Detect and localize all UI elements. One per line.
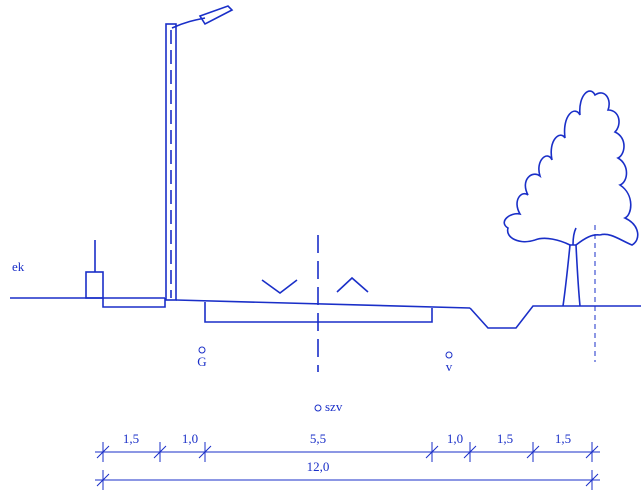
slope-left (261, 279, 298, 294)
dimension-total: 12,0 (307, 459, 330, 474)
dimension-label: 1,0 (447, 431, 463, 446)
ditch (469, 305, 641, 329)
dimension-label: 1,5 (123, 431, 139, 446)
lamp-arm (171, 17, 206, 29)
box (85, 271, 104, 299)
drawing (10, 5, 641, 490)
dimension-ticks (96, 445, 599, 487)
lamp-pole (165, 23, 177, 301)
point-label: szv (325, 399, 343, 414)
point-label: G (197, 354, 206, 369)
sidewalk (102, 298, 166, 308)
edge-label: ek (12, 259, 25, 274)
dimension-label: 1,5 (497, 431, 513, 446)
point (198, 346, 206, 354)
point-label: v (446, 359, 453, 374)
dimension-label: 1,0 (182, 431, 198, 446)
dimension-extents (102, 442, 593, 490)
slope-right (336, 276, 369, 293)
point (445, 351, 453, 359)
road-surface (175, 299, 471, 309)
tree-branches (534, 227, 601, 246)
tree-crown (503, 90, 639, 246)
dimension-lines (95, 451, 600, 481)
luminaire (198, 5, 234, 26)
dimension-label: 5,5 (310, 431, 326, 446)
dimension-label: 1,5 (555, 431, 571, 446)
tree-trunk (562, 244, 581, 307)
point (314, 404, 322, 412)
